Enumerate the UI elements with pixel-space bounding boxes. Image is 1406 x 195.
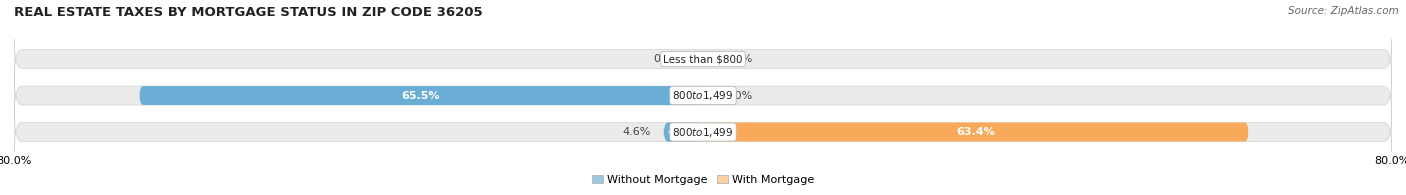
Text: 63.4%: 63.4% <box>956 127 995 137</box>
FancyBboxPatch shape <box>139 86 703 105</box>
FancyBboxPatch shape <box>664 122 703 142</box>
Text: Less than $800: Less than $800 <box>664 54 742 64</box>
Text: 4.6%: 4.6% <box>668 127 699 137</box>
Legend: Without Mortgage, With Mortgage: Without Mortgage, With Mortgage <box>588 170 818 190</box>
Text: $800 to $1,499: $800 to $1,499 <box>672 89 734 102</box>
FancyBboxPatch shape <box>14 36 1392 82</box>
FancyBboxPatch shape <box>14 109 1392 155</box>
FancyBboxPatch shape <box>703 122 1249 142</box>
Text: 65.5%: 65.5% <box>402 90 440 101</box>
Text: 0.0%: 0.0% <box>724 54 752 64</box>
Text: $800 to $1,499: $800 to $1,499 <box>672 126 734 138</box>
Text: 4.6%: 4.6% <box>621 127 651 137</box>
Text: 0.0%: 0.0% <box>654 54 682 64</box>
FancyBboxPatch shape <box>14 72 1392 119</box>
Text: Source: ZipAtlas.com: Source: ZipAtlas.com <box>1288 6 1399 16</box>
Text: 0.0%: 0.0% <box>724 90 752 101</box>
Text: REAL ESTATE TAXES BY MORTGAGE STATUS IN ZIP CODE 36205: REAL ESTATE TAXES BY MORTGAGE STATUS IN … <box>14 6 482 19</box>
